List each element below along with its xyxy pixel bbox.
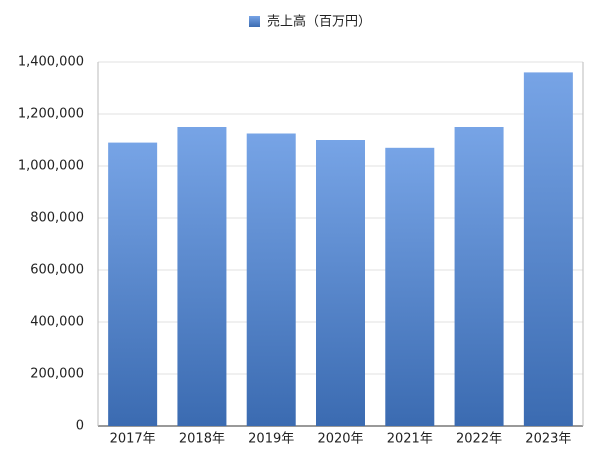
legend-label: 売上高（百万円） [267,14,371,30]
y-tick-label: 200,000 [30,367,84,382]
y-tick-label: 800,000 [30,211,84,226]
y-tick-label: 600,000 [30,263,84,278]
legend-swatch [249,16,260,27]
bar [177,127,227,426]
x-tick-label: 2017年 [110,432,156,447]
y-tick-label: 1,400,000 [18,55,84,70]
bar [246,133,296,426]
y-tick-label: 0 [76,419,84,434]
x-tick-label: 2022年 [456,432,502,447]
x-tick-label: 2018年 [179,432,225,447]
bar [108,142,158,426]
x-tick-label: 2019年 [248,432,294,447]
y-tick-label: 1,200,000 [18,107,84,122]
x-tick-label: 2021年 [387,432,433,447]
y-tick-label: 1,000,000 [18,159,84,174]
bar [523,72,573,427]
bar [385,147,435,427]
x-tick-label: 2020年 [317,432,363,447]
bar [316,140,365,426]
x-tick-label: 2023年 [525,432,571,447]
y-tick-label: 400,000 [30,315,84,330]
bar [454,127,504,426]
